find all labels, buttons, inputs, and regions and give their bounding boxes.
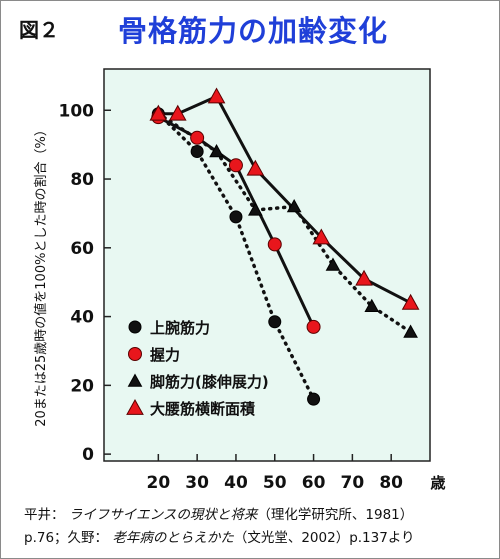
citation-publisher-2: （文光堂、2002）p.137より [233, 530, 415, 546]
data-point-series-3 [209, 143, 224, 158]
data-point-series-3 [325, 257, 341, 271]
x-tick-label: 30 [185, 473, 209, 493]
legend-marker-4 [126, 398, 144, 415]
data-point-series-3 [403, 324, 418, 338]
data-point-series-3 [248, 202, 263, 216]
data-point-series-4 [168, 104, 187, 121]
citation-pages: p.76；久野： [24, 530, 109, 546]
data-point-series-2 [190, 130, 205, 145]
citation-line-2: p.76；久野： 老年病のとらえかた（文光堂、2002）p.137より [24, 526, 415, 546]
data-point-series-1 [307, 392, 321, 406]
x-unit-label: 歳 [430, 474, 445, 492]
data-point-series-4 [149, 104, 168, 121]
x-tick-label: 80 [379, 473, 403, 493]
legend-marker-1 [128, 320, 142, 334]
legend-label-4: 大腰筋横断面積 [150, 400, 256, 418]
data-point-series-4 [312, 228, 331, 245]
citation-work-2: 老年病のとらえかた [112, 530, 234, 546]
data-point-series-4 [401, 293, 420, 310]
x-tick-label: 60 [302, 473, 326, 493]
y-tick-label: 60 [70, 239, 94, 259]
data-point-series-4 [355, 269, 373, 286]
data-point-series-2 [306, 319, 321, 334]
data-point-series-1 [268, 315, 282, 329]
legend-label-2: 握力 [150, 346, 180, 364]
y-tick-label: 40 [70, 308, 94, 328]
x-tick-label: 20 [146, 473, 170, 493]
data-point-series-1 [190, 145, 204, 159]
y-tick-label: 80 [70, 170, 94, 190]
y-tick-label: 0 [82, 445, 94, 465]
y-tick-label: 20 [70, 376, 94, 396]
data-point-series-1 [229, 210, 243, 224]
x-tick-label: 40 [224, 473, 248, 493]
legend-label-3: 脚筋力(膝伸展力) [150, 373, 269, 391]
x-tick-label: 70 [341, 473, 365, 493]
series-line-1 [156, 111, 316, 401]
legend-label-1: 上腕筋力 [150, 319, 210, 337]
data-point-series-3 [364, 298, 380, 312]
citation-publisher: （理化学研究所、1981） [257, 507, 414, 523]
data-point-series-4 [207, 87, 226, 104]
data-point-series-4 [246, 159, 265, 176]
plot-area [103, 68, 431, 462]
figure-label: 図２ [19, 18, 59, 42]
citation-author: 平井： [24, 507, 65, 523]
data-point-series-2 [228, 158, 243, 173]
data-point-series-2 [267, 237, 282, 252]
figure-title: 骨格筋力の加齢変化 [118, 14, 389, 48]
x-tick-label: 50 [263, 473, 287, 493]
chart: 0 20 40 60 80 100 20 30 40 50 60 70 80 歳 20または25歳時の値を1… [33, 68, 446, 493]
legend-marker-3 [127, 373, 143, 387]
data-point-series-3 [286, 199, 302, 213]
y-tick-label: 100 [59, 101, 95, 121]
y-axis-label: 20または25歳時の値を100%とした時の割合（%） [33, 123, 49, 427]
legend-marker-2 [128, 347, 142, 361]
citation-line-1: 平井： ライフサイエンスの現状と将来（理化学研究所、1981） [24, 503, 413, 523]
citation-work: ライフサイエンスの現状と将来 [68, 507, 258, 523]
